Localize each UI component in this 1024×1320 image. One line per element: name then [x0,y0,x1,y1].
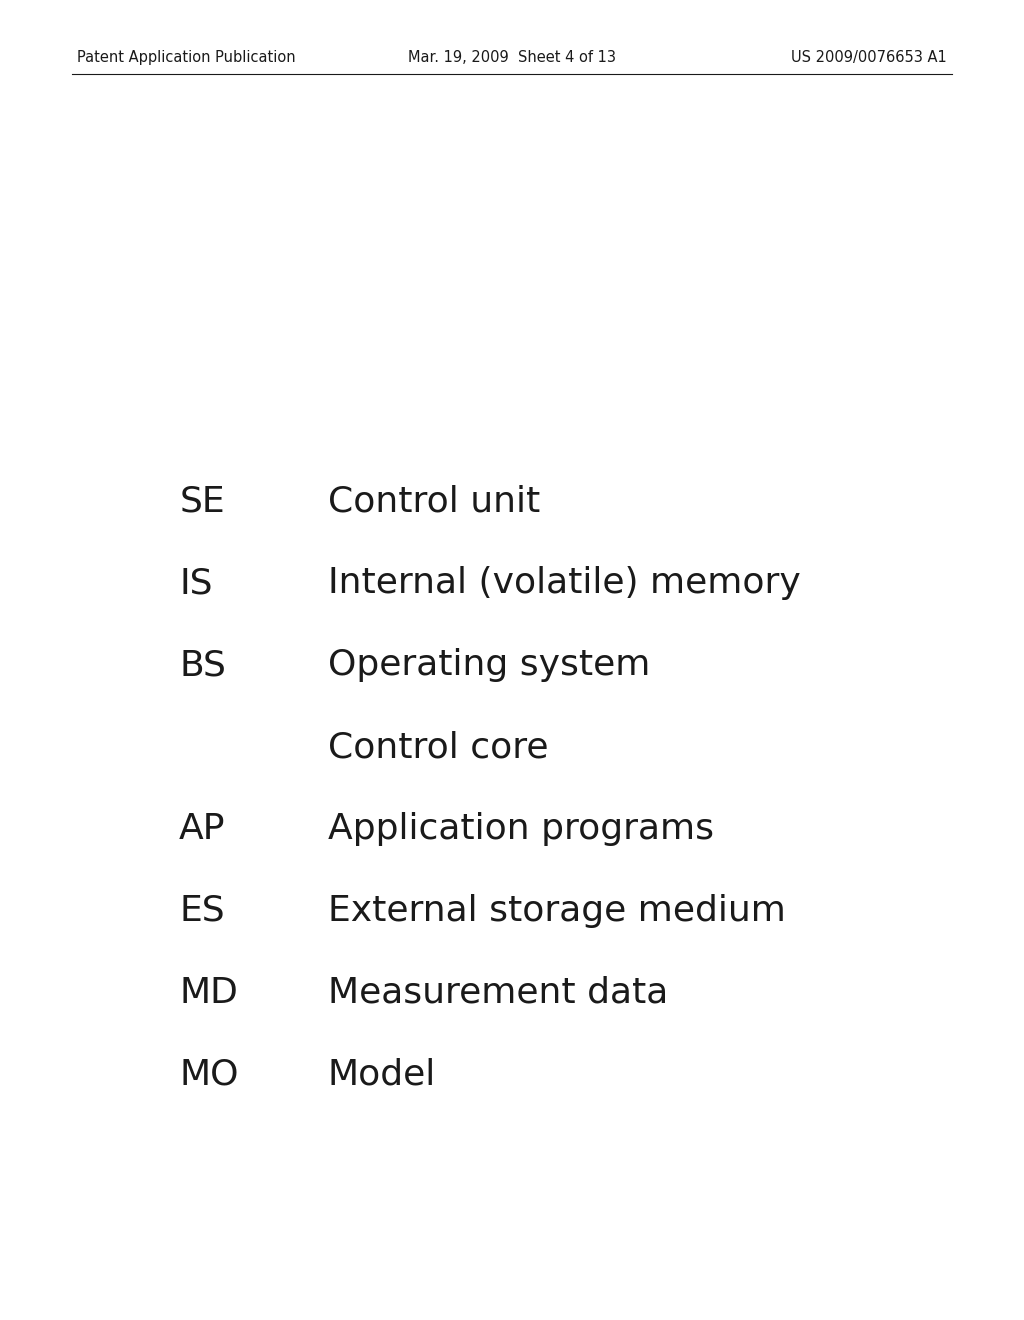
Text: AP: AP [179,812,225,846]
Text: Internal (volatile) memory: Internal (volatile) memory [328,566,801,601]
Text: ES: ES [179,894,225,928]
Text: IS: IS [179,566,213,601]
Text: MO: MO [179,1057,239,1092]
Text: BS: BS [179,648,226,682]
Text: External storage medium: External storage medium [328,894,785,928]
Text: Operating system: Operating system [328,648,650,682]
Text: Control unit: Control unit [328,484,540,519]
Text: US 2009/0076653 A1: US 2009/0076653 A1 [792,50,947,65]
Text: Mar. 19, 2009  Sheet 4 of 13: Mar. 19, 2009 Sheet 4 of 13 [408,50,616,65]
Text: Patent Application Publication: Patent Application Publication [77,50,296,65]
Text: MD: MD [179,975,238,1010]
Text: Measurement data: Measurement data [328,975,668,1010]
Text: Model: Model [328,1057,436,1092]
Text: SE: SE [179,484,225,519]
Text: Control core: Control core [328,730,548,764]
Text: Application programs: Application programs [328,812,714,846]
